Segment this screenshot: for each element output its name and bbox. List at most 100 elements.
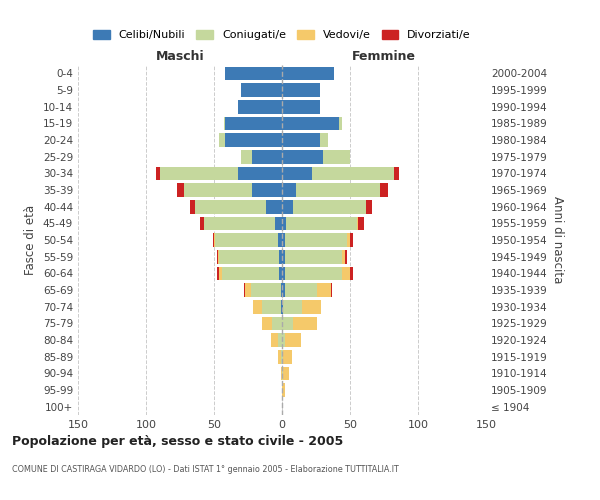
Bar	[253, 300, 262, 314]
Bar	[217, 250, 218, 264]
Bar	[281, 283, 282, 297]
Bar	[266, 200, 282, 213]
Bar	[262, 316, 272, 330]
Bar	[282, 200, 293, 213]
Bar	[293, 200, 367, 213]
Bar	[214, 233, 215, 247]
Bar	[282, 66, 334, 80]
Bar	[358, 216, 364, 230]
Bar	[205, 216, 275, 230]
Bar	[282, 283, 285, 297]
Bar	[286, 216, 357, 230]
Bar	[323, 150, 350, 164]
Bar	[241, 150, 252, 164]
Bar	[262, 300, 281, 314]
Bar	[278, 350, 281, 364]
Bar	[282, 250, 285, 264]
Bar	[281, 366, 282, 380]
Bar	[225, 66, 282, 80]
Bar	[222, 266, 279, 280]
Bar	[238, 166, 282, 180]
Bar	[279, 250, 282, 264]
Bar	[296, 183, 380, 197]
Bar	[224, 116, 225, 130]
Bar	[217, 266, 220, 280]
Bar	[160, 166, 238, 180]
Bar	[220, 266, 222, 280]
Bar	[282, 316, 293, 330]
Bar	[320, 133, 328, 147]
Bar	[195, 200, 266, 213]
Bar	[282, 183, 296, 197]
Bar	[271, 333, 278, 347]
Bar	[245, 283, 251, 297]
Bar	[357, 216, 358, 230]
Bar	[184, 183, 252, 197]
Bar	[238, 100, 282, 114]
Bar	[220, 250, 279, 264]
Text: Popolazione per età, sesso e stato civile - 2005: Popolazione per età, sesso e stato civil…	[12, 435, 343, 448]
Bar	[282, 150, 323, 164]
Bar	[278, 233, 282, 247]
Bar	[282, 350, 283, 364]
Bar	[283, 300, 302, 314]
Bar	[282, 100, 320, 114]
Bar	[281, 350, 282, 364]
Bar	[367, 200, 372, 213]
Bar	[218, 250, 220, 264]
Bar	[252, 183, 282, 197]
Bar	[272, 316, 282, 330]
Bar	[282, 83, 320, 97]
Bar	[282, 366, 283, 380]
Text: Femmine: Femmine	[352, 50, 416, 62]
Bar	[200, 216, 205, 230]
Bar	[278, 333, 282, 347]
Bar	[225, 116, 282, 130]
Bar	[350, 233, 353, 247]
Bar	[244, 283, 245, 297]
Bar	[283, 366, 289, 380]
Bar	[285, 250, 342, 264]
Bar	[220, 133, 225, 147]
Bar	[285, 333, 301, 347]
Bar	[285, 283, 317, 297]
Y-axis label: Fasce di età: Fasce di età	[25, 205, 37, 275]
Bar	[252, 150, 282, 164]
Bar	[282, 133, 320, 147]
Legend: Celibi/Nubili, Coniugati/e, Vedovi/e, Divorziati/e: Celibi/Nubili, Coniugati/e, Vedovi/e, Di…	[89, 25, 475, 44]
Text: Maschi: Maschi	[155, 50, 205, 62]
Bar	[282, 166, 312, 180]
Bar	[342, 250, 344, 264]
Bar	[394, 166, 399, 180]
Bar	[380, 183, 388, 197]
Bar	[347, 233, 350, 247]
Bar	[312, 166, 394, 180]
Bar	[282, 116, 339, 130]
Bar	[241, 83, 282, 97]
Bar	[215, 233, 278, 247]
Bar	[331, 283, 332, 297]
Bar	[275, 216, 282, 230]
Bar	[279, 266, 282, 280]
Bar	[282, 383, 285, 397]
Text: COMUNE DI CASTIRAGA VIDARDO (LO) - Dati ISTAT 1° gennaio 2005 - Elaborazione TUT: COMUNE DI CASTIRAGA VIDARDO (LO) - Dati …	[12, 465, 399, 474]
Bar	[155, 166, 160, 180]
Bar	[225, 133, 282, 147]
Bar	[251, 283, 281, 297]
Bar	[281, 300, 282, 314]
Bar	[282, 216, 286, 230]
Y-axis label: Anni di nascita: Anni di nascita	[551, 196, 564, 284]
Bar	[190, 200, 195, 213]
Bar	[293, 316, 317, 330]
Bar	[285, 266, 342, 280]
Bar	[350, 266, 353, 280]
Bar	[177, 183, 184, 197]
Bar	[342, 266, 350, 280]
Bar	[282, 333, 285, 347]
Bar	[212, 233, 214, 247]
Bar	[302, 300, 322, 314]
Bar	[283, 350, 292, 364]
Bar	[285, 233, 347, 247]
Bar	[344, 250, 347, 264]
Bar	[282, 266, 285, 280]
